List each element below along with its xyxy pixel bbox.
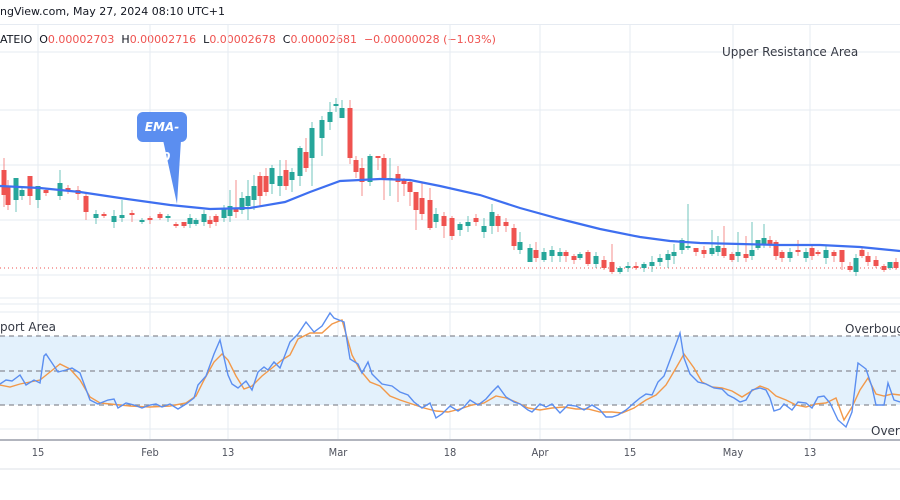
time-axis-tick: Feb [141,446,159,459]
chart-source-line: ngView.com, May 27, 2024 08:10 UTC+1 [0,5,225,18]
low-value: 0.00002678 [209,33,276,46]
time-axis-tick: Mar [328,446,348,459]
upper-resistance-label: Upper Resistance Area [722,45,859,59]
oversold-label: Overs [871,424,900,438]
change-value: −0.00000028 (−1.03%) [363,33,496,46]
ema-tag-pointer [163,140,181,204]
time-axis-tick: May [722,446,744,459]
ema50-line [0,177,900,253]
rsi-band-lines [0,335,900,406]
close-value: 0.00002681 [290,33,357,46]
high-value: 0.00002716 [129,33,197,46]
symbol-label: ATEIO [0,33,33,46]
open-value: 0.00002703 [47,33,115,46]
rsi-line [0,311,900,429]
time-axis-tick: 18 [443,446,457,459]
time-axis-tick: 15 [31,446,45,459]
ema50-callout: EMA-50 [137,112,187,164]
time-axis-tick: 13 [221,446,235,459]
time-axis-tick: 15 [623,446,637,459]
time-axis-tick: 13 [803,446,817,459]
header-divider [0,24,900,25]
ohlc-legend: ATEIO O0.00002703 H0.00002716 L0.0000267… [0,33,496,46]
overbought-label: Overboug [845,322,900,336]
support-area-label: port Area [0,320,57,334]
time-axis-tick: Apr [531,446,549,459]
